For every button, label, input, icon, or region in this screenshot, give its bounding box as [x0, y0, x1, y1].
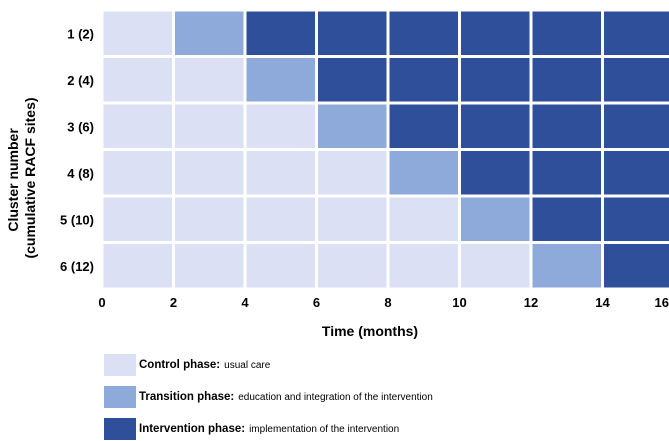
cell-intervention-r1-c5 [390, 12, 459, 56]
cell-intervention-r4-c8 [604, 151, 669, 195]
y-axis-title-line1: Cluster number [5, 128, 21, 232]
legend-intervention-text: Intervention phase: implementation of the… [139, 423, 399, 435]
cell-control-r1-c1 [104, 12, 173, 56]
cell-intervention-r2-c7 [533, 58, 602, 102]
cell-intervention-r1-c7 [533, 12, 602, 56]
x-tick-12: 12 [524, 295, 538, 310]
cell-control-r6-c2 [175, 244, 244, 288]
row-label-6: 6 (12) [60, 259, 94, 274]
cell-control-r6-c4 [318, 244, 387, 288]
cell-intervention-r2-c4 [318, 58, 387, 102]
legend-transition-swatch [104, 386, 136, 408]
cell-control-r4-c3 [247, 151, 316, 195]
y-axis-title-line2: (cumulative RACF sites) [22, 97, 38, 258]
cell-control-r5-c4 [318, 198, 387, 242]
x-tick-4: 4 [241, 295, 249, 310]
cell-intervention-r2-c6 [461, 58, 530, 102]
cell-intervention-r3-c6 [461, 105, 530, 149]
legend-transition: Transition phase: education and integrati… [104, 385, 664, 409]
x-tick-2: 2 [170, 295, 177, 310]
cell-control-r5-c1 [104, 198, 173, 242]
cell-grid [104, 12, 669, 288]
cell-intervention-r4-c6 [461, 151, 530, 195]
cell-intervention-r1-c4 [318, 12, 387, 56]
cell-transition-r3-c4 [318, 105, 387, 149]
row-label-5: 5 (10) [60, 212, 94, 227]
x-tick-16: 16 [655, 295, 669, 310]
x-tick-6: 6 [313, 295, 320, 310]
row-label-2: 2 (4) [67, 73, 94, 88]
cell-transition-r4-c5 [390, 151, 459, 195]
x-tick-0: 0 [98, 295, 105, 310]
cell-control-r4-c2 [175, 151, 244, 195]
cell-transition-r5-c6 [461, 198, 530, 242]
cell-control-r5-c2 [175, 198, 244, 242]
cell-intervention-r4-c7 [533, 151, 602, 195]
legend-transition-desc: education and integration of the interve… [238, 392, 433, 403]
cell-intervention-r5-c8 [604, 198, 669, 242]
cell-transition-r1-c2 [175, 12, 244, 56]
row-labels: 1 (2) 2 (4) 3 (6) 4 (8) 5 (10) 6 (12) [60, 26, 94, 274]
cell-intervention-r6-c8 [604, 244, 669, 288]
legend-intervention-desc: implementation of the intervention [249, 424, 399, 435]
cell-control-r6-c5 [390, 244, 459, 288]
cell-control-r6-c6 [461, 244, 530, 288]
x-axis-title: Time (months) [322, 323, 418, 339]
cell-intervention-r5-c7 [533, 198, 602, 242]
row-label-1: 1 (2) [67, 26, 94, 41]
row-label-4: 4 (8) [67, 166, 94, 181]
cell-control-r4-c1 [104, 151, 173, 195]
x-tick-10: 10 [452, 295, 466, 310]
x-tick-14: 14 [595, 295, 610, 310]
cell-intervention-r3-c8 [604, 105, 669, 149]
cell-control-r3-c1 [104, 105, 173, 149]
cell-control-r3-c2 [175, 105, 244, 149]
legend-intervention-label: Intervention phase: [139, 423, 245, 435]
y-axis-title: Cluster number (cumulative RACF sites) [5, 97, 38, 258]
cell-control-r2-c1 [104, 58, 173, 102]
cell-control-r6-c3 [247, 244, 316, 288]
legend-control-text: Control phase: usual care [139, 359, 270, 371]
cell-intervention-r1-c6 [461, 12, 530, 56]
cell-control-r3-c3 [247, 105, 316, 149]
cell-intervention-r2-c8 [604, 58, 669, 102]
cell-control-r5-c3 [247, 198, 316, 242]
legend-control-label: Control phase: [139, 359, 220, 371]
legend-transition-label: Transition phase: [139, 391, 234, 403]
x-tick-8: 8 [384, 295, 391, 310]
row-label-3: 3 (6) [67, 119, 94, 134]
cell-intervention-r2-c5 [390, 58, 459, 102]
cell-transition-r6-c7 [533, 244, 602, 288]
cell-intervention-r1-c8 [604, 12, 669, 56]
legend-control-desc: usual care [224, 360, 270, 371]
cell-intervention-r1-c3 [247, 12, 316, 56]
cell-intervention-r3-c7 [533, 105, 602, 149]
x-tick-labels: 0 2 4 6 8 10 12 14 16 [98, 295, 669, 310]
cell-control-r5-c5 [390, 198, 459, 242]
cell-transition-r2-c3 [247, 58, 316, 102]
cell-control-r6-c1 [104, 244, 173, 288]
legend-control-swatch [104, 354, 136, 376]
legend-transition-text: Transition phase: education and integrati… [139, 391, 433, 403]
cell-control-r4-c4 [318, 151, 387, 195]
legend-intervention: Intervention phase: implementation of the… [104, 417, 664, 441]
cell-intervention-r3-c5 [390, 105, 459, 149]
legend-control: Control phase: usual care [104, 353, 664, 377]
cell-control-r2-c2 [175, 58, 244, 102]
